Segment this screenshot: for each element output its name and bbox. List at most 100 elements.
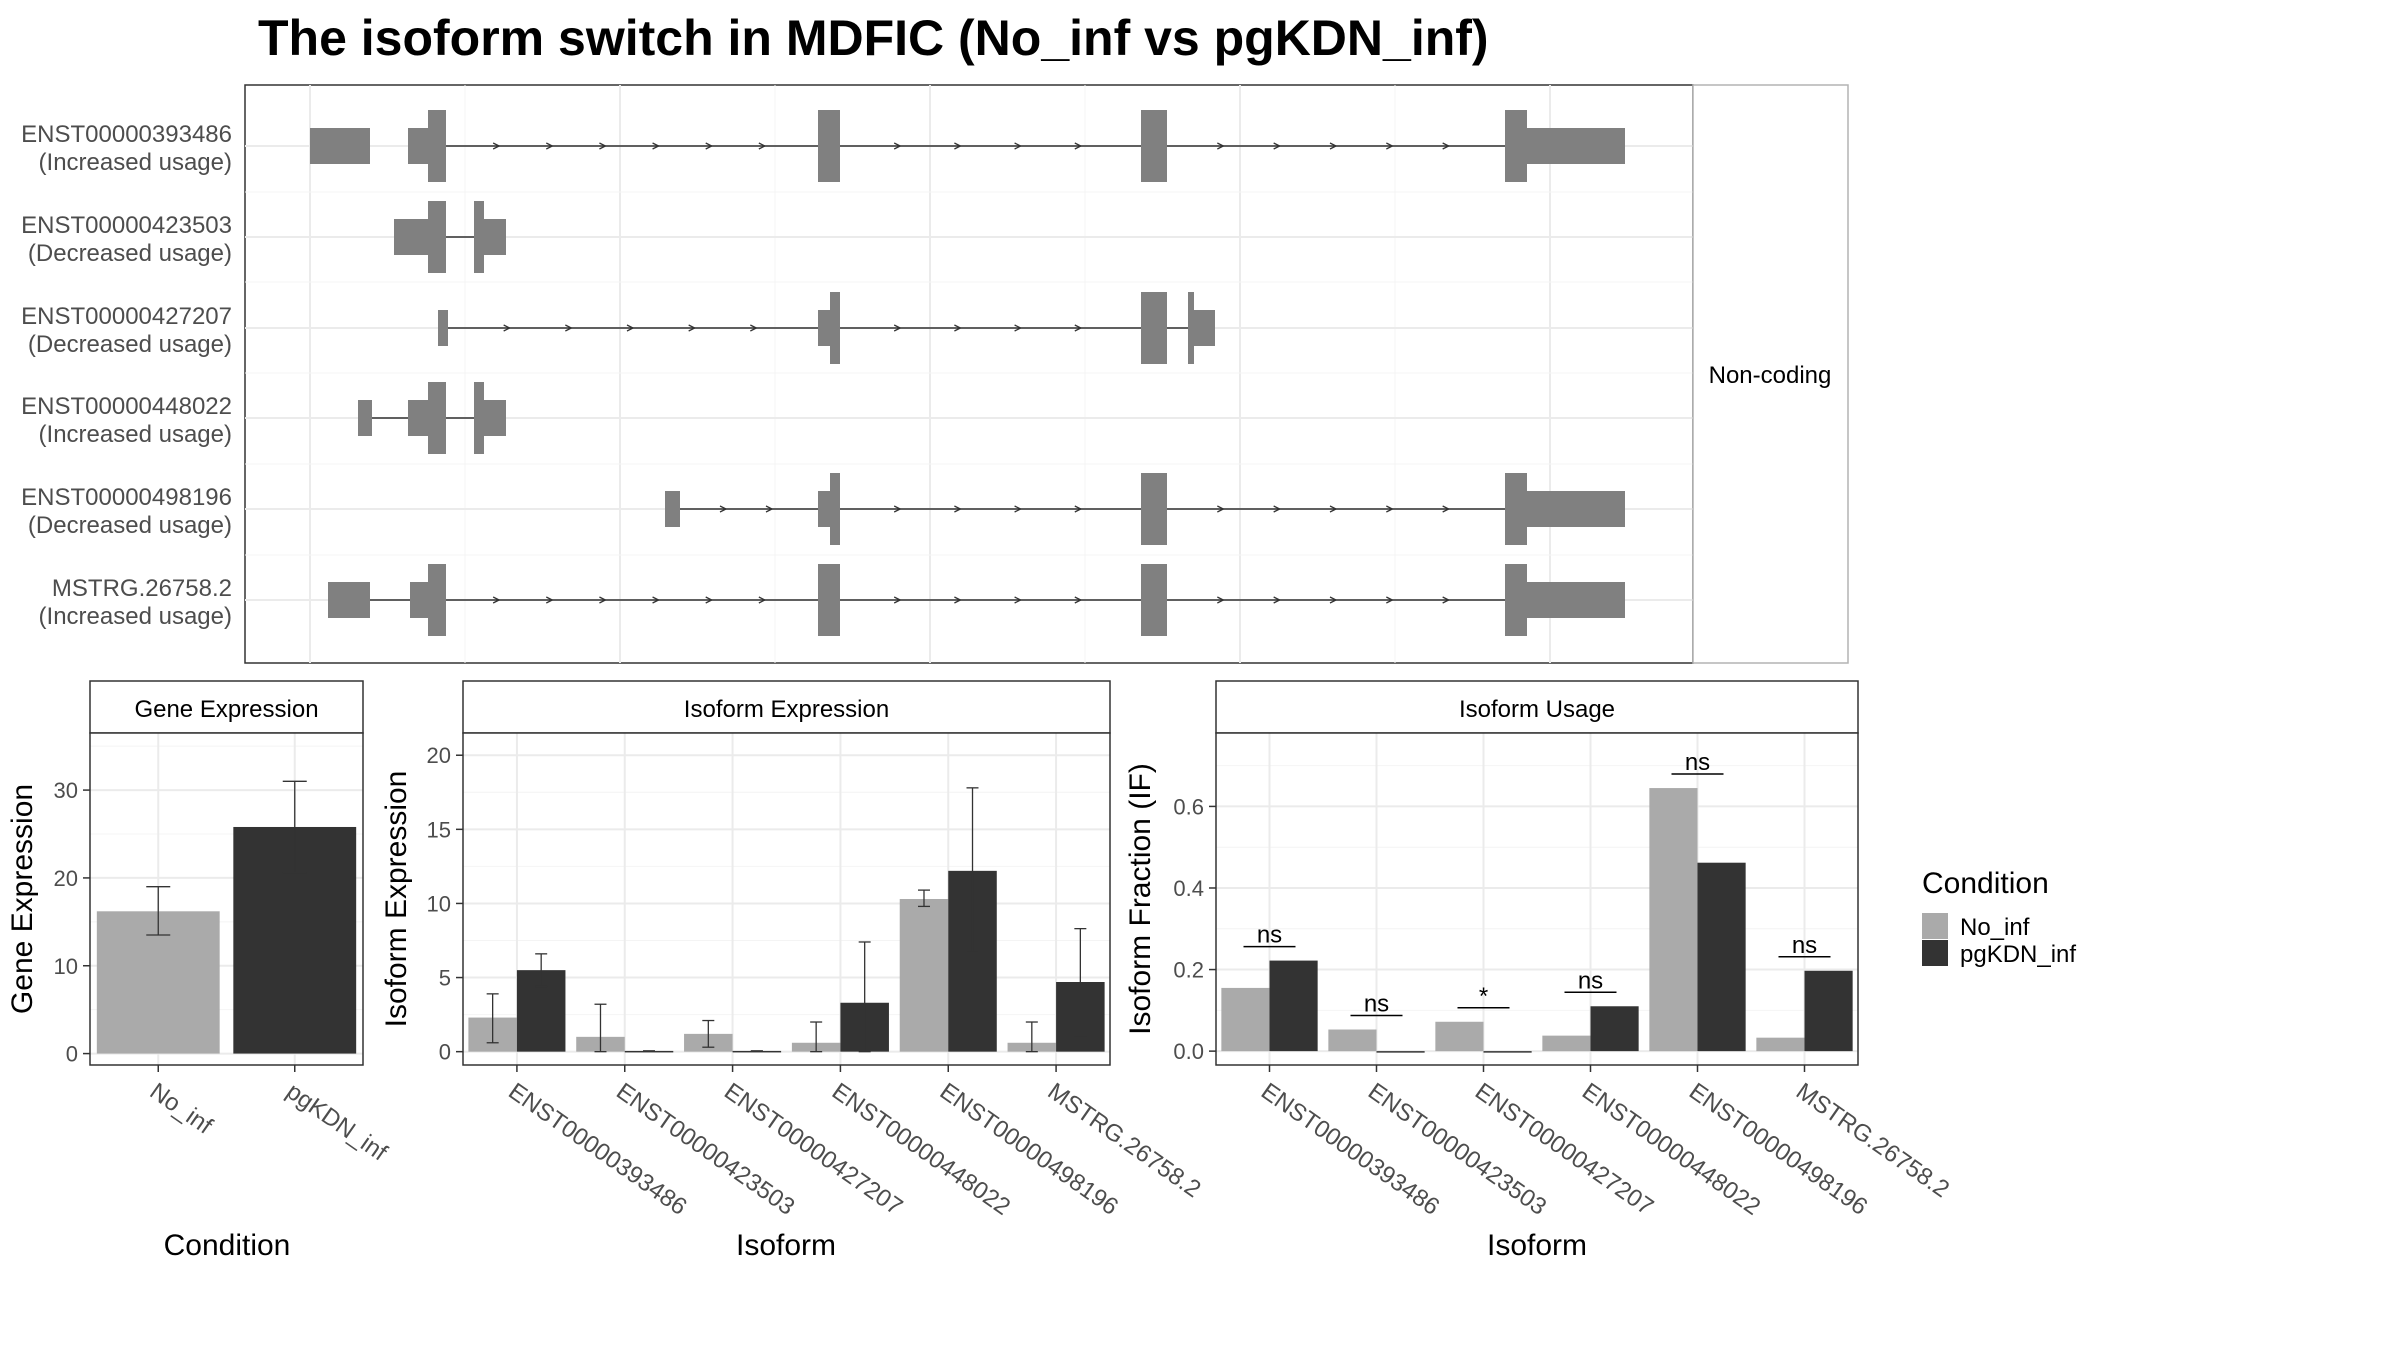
strand-arrow-icon (652, 596, 661, 604)
legend-swatch-pgkdn-inf (1922, 940, 1948, 966)
strand-arrow-icon (893, 505, 902, 513)
strand-arrow-icon (1014, 596, 1023, 604)
strand-arrow-icon (1442, 596, 1451, 604)
bar (1376, 1051, 1425, 1053)
error-bar (917, 889, 930, 908)
structure-tracks (310, 110, 1625, 636)
exon (1505, 473, 1527, 545)
strand-arrow-icon (1329, 142, 1338, 150)
strand-arrow-icon (954, 596, 962, 604)
exon (328, 582, 370, 618)
strand-arrow-icon (1273, 596, 1282, 604)
exon (818, 564, 840, 636)
x-tick-label: ENST00000393486 (1256, 1078, 1444, 1221)
exon (1141, 110, 1167, 182)
panel-strip (89, 680, 364, 734)
x-tick-label: ENST00000427207 (1470, 1078, 1658, 1221)
bar (1804, 970, 1853, 1052)
significance-label: ns (1257, 922, 1282, 949)
exon (1527, 491, 1625, 527)
y-tick-label: 30 (54, 778, 78, 803)
structure-strip (1692, 84, 1849, 664)
strand-arrow-icon (1386, 142, 1394, 150)
exon (818, 491, 830, 527)
panel-strip (1215, 680, 1859, 734)
error-bar (1025, 1021, 1038, 1053)
y-tick-label: 0.0 (1173, 1039, 1204, 1064)
strand-arrow-icon (1217, 505, 1225, 513)
strand-arrow-icon (1074, 324, 1083, 332)
transcript-model (394, 201, 506, 273)
exon (428, 201, 446, 273)
error-bar (702, 1019, 715, 1048)
y-tick-label: 10 (54, 954, 78, 979)
x-tick-label: pgKDN_inf (281, 1078, 392, 1167)
x-tick-label: ENST00000498196 (935, 1078, 1123, 1221)
exon (830, 292, 840, 364)
exon (474, 382, 484, 454)
x-tick-label: ENST00000498196 (1684, 1078, 1872, 1221)
isoform-usage-label: (Decreased usage) (28, 331, 232, 358)
strand-arrow-icon (954, 142, 962, 150)
exon (830, 473, 840, 545)
legend-label-pgkdn-inf: pgKDN_inf (1960, 941, 2076, 968)
error-bar (146, 886, 171, 936)
transcript-model (665, 473, 1625, 545)
strand-arrow-icon (1386, 596, 1394, 604)
legend: Condition No_inf pgKDN_inf (1922, 867, 2076, 968)
strand-arrow-icon (599, 142, 607, 150)
bar (1328, 1029, 1377, 1052)
strand-arrow-icon (1442, 142, 1451, 150)
y-tick-label: 20 (54, 866, 78, 891)
y-tick-label: 5 (439, 966, 451, 991)
exon (474, 201, 484, 273)
strand-arrow-icon (1074, 596, 1083, 604)
strand-arrow-icon (954, 505, 962, 513)
isoform-id-label: ENST00000423503 (21, 212, 232, 239)
structure-panel: Non-coding ENST00000393486(Increased usa… (21, 84, 1849, 664)
bar (1483, 1051, 1532, 1053)
exon (1141, 473, 1167, 545)
significance-label: ns (1792, 932, 1817, 959)
exon (484, 400, 506, 436)
exon (408, 400, 428, 436)
error-bar (810, 1021, 823, 1053)
exon (1505, 564, 1527, 636)
x-axis-title: Isoform (1487, 1229, 1587, 1262)
strand-arrow-icon (1329, 505, 1338, 513)
isoform-usage-label: (Increased usage) (39, 149, 232, 176)
exon (310, 128, 370, 164)
strand-arrow-icon (1273, 505, 1282, 513)
strand-arrow-icon (492, 596, 501, 604)
strand-arrow-icon (705, 142, 714, 150)
strand-arrow-icon (545, 142, 554, 150)
structure-labels: ENST00000393486(Increased usage)ENST0000… (21, 121, 232, 630)
significance-label: * (1479, 983, 1488, 1010)
structure-plot-area (244, 84, 1694, 664)
strand-arrow-icon (954, 324, 962, 332)
error-bar (594, 1003, 607, 1053)
y-tick-label: 0 (439, 1040, 451, 1065)
exon (1527, 582, 1625, 618)
legend-swatch-no-inf (1922, 913, 1948, 939)
strand-arrow-icon (893, 596, 902, 604)
strand-arrow-icon (652, 142, 661, 150)
bar (1756, 1037, 1805, 1052)
panel-strip-title: Isoform Usage (1459, 696, 1615, 723)
transcript-model (438, 292, 1215, 364)
panel-frame (89, 732, 364, 1066)
panel-strip-title: Isoform Expression (684, 696, 889, 723)
y-axis-title: Isoform Fraction (IF) (1124, 763, 1157, 1035)
y-tick-label: 20 (427, 743, 451, 768)
exon (394, 219, 428, 255)
strand-arrow-icon (492, 142, 501, 150)
legend-title: Condition (1922, 867, 2049, 900)
y-tick-label: 0.2 (1173, 958, 1204, 983)
isoform-id-label: ENST00000448022 (21, 393, 232, 420)
exon (1194, 310, 1215, 346)
error-bar (486, 993, 499, 1044)
exon (818, 110, 840, 182)
isoform-expression-panel: Isoform Expression 0 5 10 15 20 ENST0000039348… (380, 680, 1206, 1262)
strand-arrow-icon (1442, 505, 1451, 513)
